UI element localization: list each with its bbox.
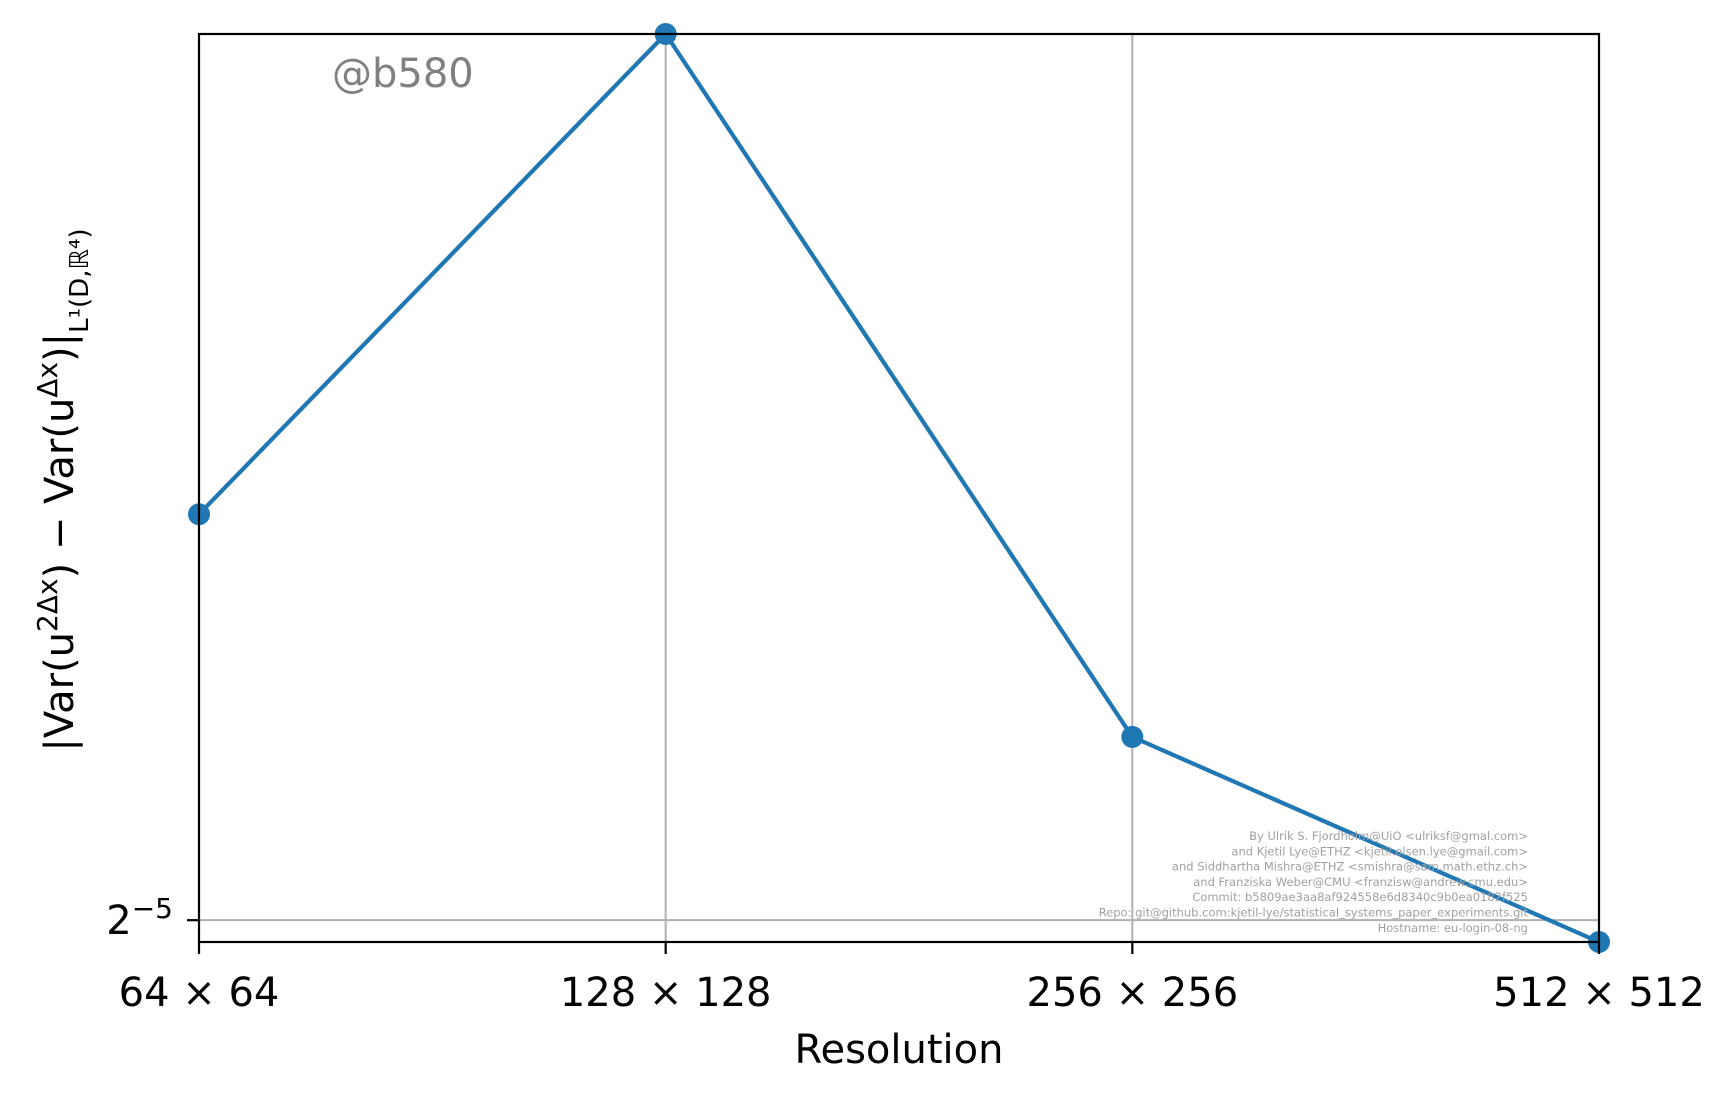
series-line xyxy=(197,31,1600,944)
y-axis-label: |Var(u2Δx) − Var(uΔx)|L¹(D,ℝ⁴) xyxy=(31,228,96,751)
y-axis-label-sub: L¹(D,ℝ⁴) xyxy=(65,228,95,333)
y-axis-label-sup2: Δx xyxy=(31,362,64,398)
x-axis-label: Resolution xyxy=(794,1027,1003,1073)
y-axis-label-close: )| xyxy=(37,333,83,362)
series-layer xyxy=(188,23,1610,953)
y-tick-label-exponent: −5 xyxy=(132,892,173,925)
credits-block: By Ulrik S. Fjordholm@UiO <ulriksf@gmal.… xyxy=(1099,829,1529,935)
credit-line: Hostname: eu-login-08-ng xyxy=(1378,921,1528,935)
credit-line: and Kjetil Lye@ETHZ <kjetil.olsen.lye@gm… xyxy=(1231,844,1528,858)
credit-line: and Franziska Weber@CMU <franzisw@andrew… xyxy=(1193,875,1528,889)
axis-ticks: 64 × 64 128 × 128 256 × 256 512 × 512 2−5 xyxy=(106,892,1705,1016)
y-tick-label-base: 2 xyxy=(106,898,131,944)
plot-area-frame xyxy=(197,32,1601,944)
y-tick-label: 2−5 xyxy=(106,892,173,945)
credit-line: Repo: git@github.com:kjetil-lye/statisti… xyxy=(1099,906,1529,920)
credit-line: Commit: b5809ae3aa8af924558e6d8340c9b0ea… xyxy=(1192,890,1528,904)
x-tick-label: 256 × 256 xyxy=(1027,970,1239,1016)
x-tick-label: 512 × 512 xyxy=(1493,970,1705,1016)
data-point-marker xyxy=(1121,725,1144,748)
credit-line: By Ulrik S. Fjordholm@UiO <ulriksf@gmal.… xyxy=(1249,829,1528,843)
y-axis-label-mid: ) − Var(u xyxy=(37,398,83,579)
y-axis-label-sup1: 2Δx xyxy=(31,578,64,632)
watermark-label: @b580 xyxy=(332,51,474,97)
y-axis-label-open: |Var(u xyxy=(37,632,83,752)
x-tick-label: 128 × 128 xyxy=(560,970,772,1016)
credit-line: and Siddhartha Mishra@ETHZ <smishra@sam.… xyxy=(1172,860,1528,874)
x-tick-label: 64 × 64 xyxy=(119,970,280,1016)
